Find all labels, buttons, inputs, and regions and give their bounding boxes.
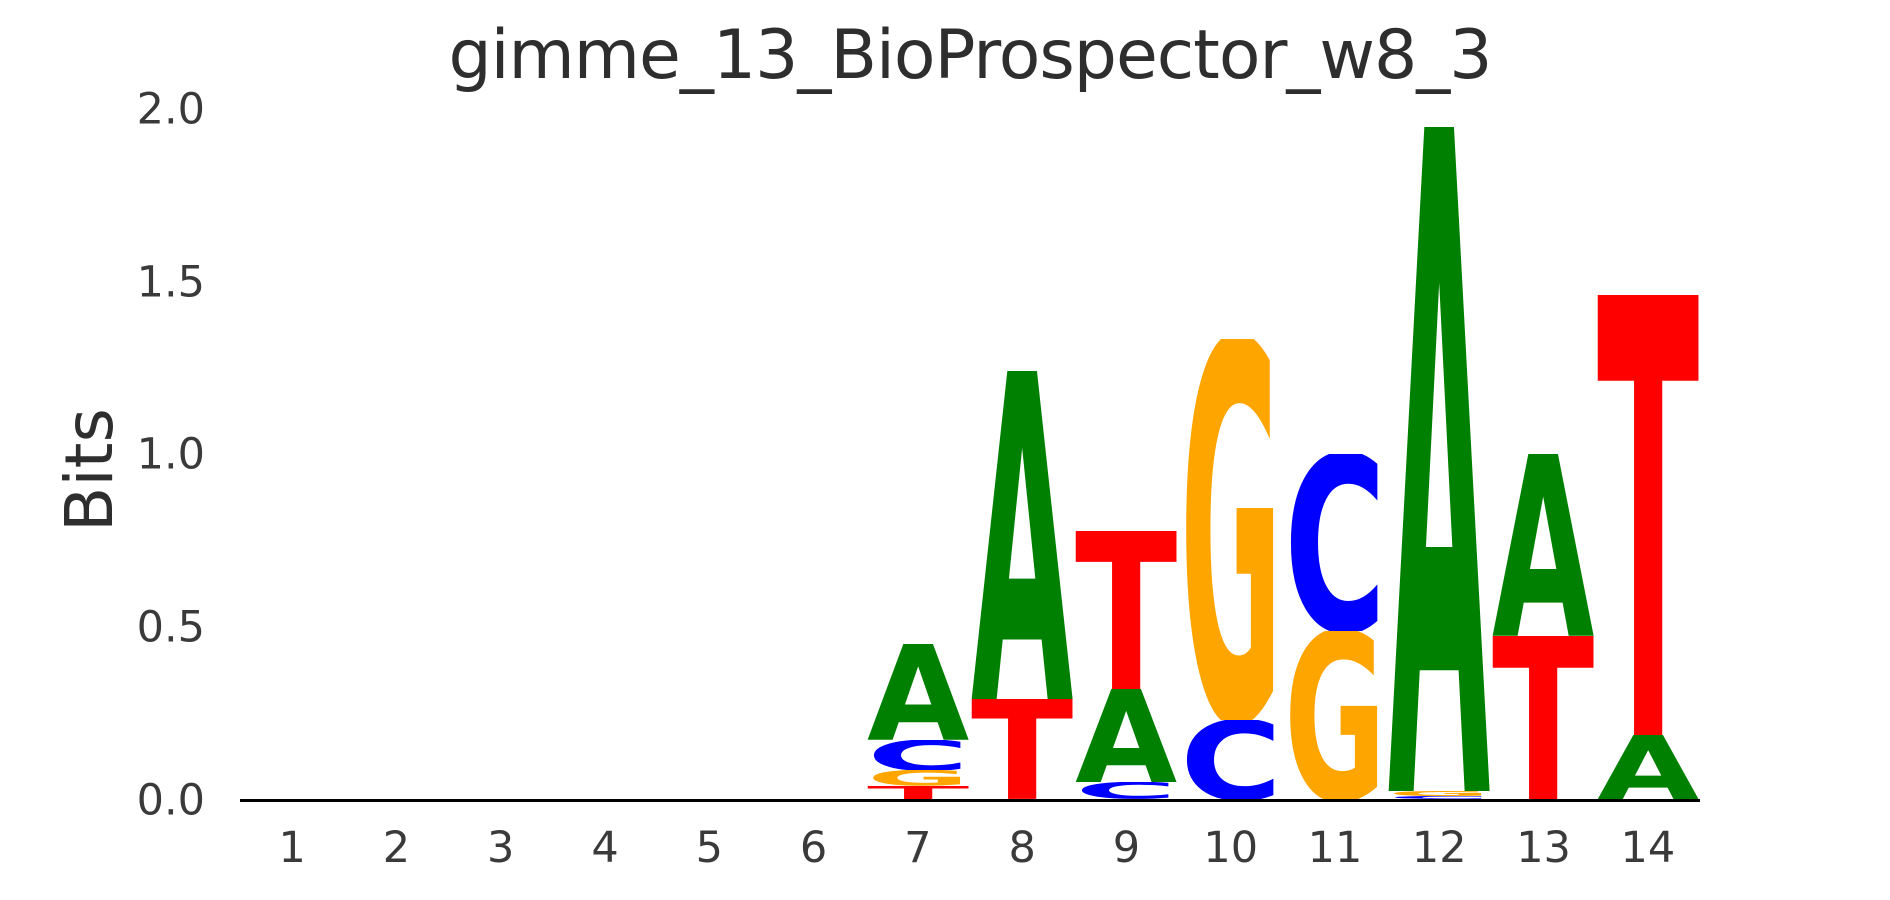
logo-letter-T-pos-7: T xyxy=(867,786,969,799)
y-tick-label: 1.0 xyxy=(136,429,205,480)
svg-text:T: T xyxy=(1597,295,1699,735)
logo-letter-T-pos-13: T xyxy=(1492,636,1594,799)
chart-title: gimme_13_BioProspector_w8_3 xyxy=(448,16,1492,95)
svg-text:G: G xyxy=(1388,791,1490,796)
x-tick-label: 6 xyxy=(799,823,828,873)
svg-text:T: T xyxy=(867,786,969,799)
logo-letter-C-pos-10: C xyxy=(1180,720,1282,799)
svg-text:A: A xyxy=(867,644,969,740)
svg-text:C: C xyxy=(1284,454,1386,631)
logo-letter-G-pos-12: G xyxy=(1388,791,1490,796)
x-tick-label: 7 xyxy=(904,823,932,873)
logo-letter-A-pos-14: A xyxy=(1597,735,1699,799)
logo-letter-C-pos-12: C xyxy=(1388,796,1490,799)
svg-text:T: T xyxy=(971,699,1073,799)
svg-text:A: A xyxy=(1075,689,1177,782)
logo-letter-A-pos-8: A xyxy=(971,371,1073,699)
y-tick-label: 0.0 xyxy=(136,775,205,826)
logo-letter-C-pos-9: C xyxy=(1075,782,1177,799)
svg-text:G: G xyxy=(1180,339,1282,719)
x-tick-label: 3 xyxy=(487,823,515,873)
logo-letter-A-pos-12: A xyxy=(1388,127,1490,791)
logo-letter-C-pos-11: C xyxy=(1284,454,1386,631)
svg-text:A: A xyxy=(1597,735,1699,799)
x-tick-label: 2 xyxy=(382,823,411,873)
x-tick-label: 10 xyxy=(1203,823,1259,873)
logo-letter-G-pos-10: G xyxy=(1180,339,1282,719)
x-tick-label: 4 xyxy=(591,823,619,873)
x-tick-label: 5 xyxy=(695,823,723,873)
x-tick-label: 14 xyxy=(1620,823,1676,873)
svg-text:A: A xyxy=(971,371,1073,699)
svg-text:G: G xyxy=(867,770,969,786)
svg-text:G: G xyxy=(1284,631,1386,799)
logo-letter-A-pos-9: A xyxy=(1075,689,1177,782)
svg-text:A: A xyxy=(1492,454,1594,636)
logo-letter-G-pos-11: G xyxy=(1284,631,1386,799)
svg-text:T: T xyxy=(1075,531,1177,689)
y-tick-label: 0.5 xyxy=(136,602,205,653)
logo-letter-C-pos-7: C xyxy=(867,740,969,770)
logo-letter-A-pos-7: A xyxy=(867,644,969,740)
x-tick-label: 12 xyxy=(1411,823,1467,873)
logo-letter-G-pos-7: G xyxy=(867,770,969,786)
x-tick-label: 11 xyxy=(1307,823,1363,873)
svg-text:C: C xyxy=(1075,782,1177,799)
x-tick-label: 1 xyxy=(278,823,306,873)
svg-text:A: A xyxy=(1388,127,1490,791)
svg-text:C: C xyxy=(867,740,969,770)
logo-letter-T-pos-14: T xyxy=(1597,295,1699,735)
logo-letter-A-pos-13: A xyxy=(1492,454,1594,636)
x-tick-label: 8 xyxy=(1008,823,1036,873)
y-tick-label: 1.5 xyxy=(136,257,205,308)
x-tick-label: 13 xyxy=(1516,823,1571,873)
svg-text:T: T xyxy=(1492,636,1594,799)
x-tick-label: 9 xyxy=(1112,823,1141,873)
svg-text:C: C xyxy=(1388,796,1490,799)
x-axis-line xyxy=(240,799,1700,802)
logo-letter-T-pos-8: T xyxy=(971,699,1073,799)
y-tick-label: 2.0 xyxy=(136,84,205,135)
svg-text:C: C xyxy=(1180,720,1282,799)
logo-letter-T-pos-9: T xyxy=(1075,531,1177,689)
